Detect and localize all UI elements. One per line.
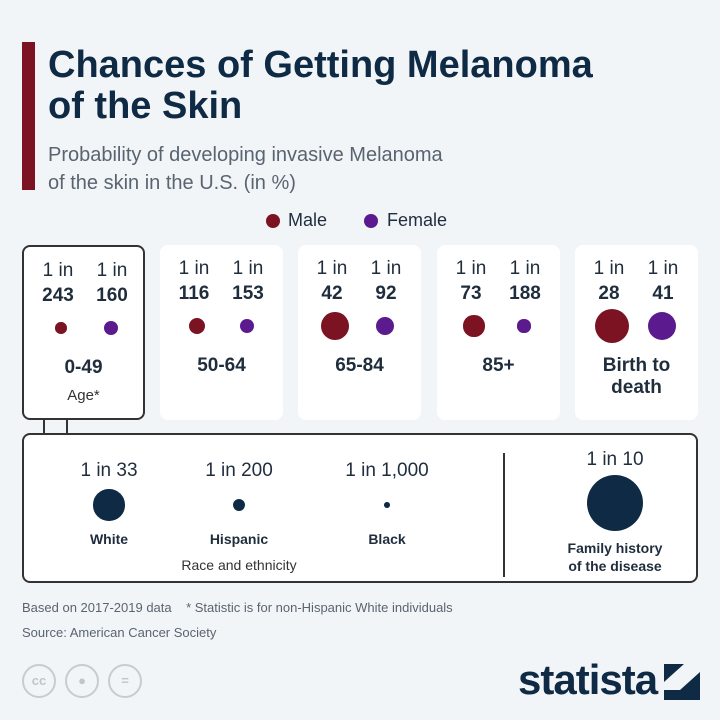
- title-line-1: Chances of Getting Melanoma: [48, 44, 593, 86]
- statista-logo: statista: [518, 656, 658, 703]
- female-value: 153: [232, 283, 264, 304]
- legend-male-dot: [266, 214, 280, 228]
- footer-note: Based on 2017-2019 data * Statistic is f…: [22, 600, 453, 615]
- race-bubble: [384, 502, 390, 508]
- attribution-icon[interactable]: ●: [65, 664, 99, 698]
- male-prefix: 1 in: [593, 258, 625, 279]
- connector-left: [43, 420, 45, 436]
- subtitle-line-1: Probability of developing invasive Melan…: [48, 144, 443, 166]
- race-value: 1 in 1,000: [345, 460, 429, 481]
- male-bubble: [321, 312, 349, 340]
- race-label: White: [89, 531, 129, 547]
- cc-icon[interactable]: cc: [22, 664, 56, 698]
- male-value: 243: [42, 285, 74, 306]
- male-prefix: 1 in: [316, 258, 348, 279]
- male-prefix: 1 in: [455, 258, 487, 279]
- age-card: 1 in 1 in 73 188 85+: [437, 245, 560, 420]
- female-value: 160: [96, 285, 128, 306]
- male-value: 28: [598, 283, 620, 304]
- footer-source: Source: American Cancer Society: [22, 625, 217, 640]
- accent-bar: [22, 42, 35, 190]
- title-line-2: of the Skin: [48, 85, 243, 127]
- female-bubble: [375, 316, 395, 336]
- connector-right: [66, 420, 68, 436]
- male-prefix: 1 in: [42, 260, 74, 281]
- race-group-label: Race and ethnicity: [181, 557, 297, 573]
- female-value: 188: [509, 283, 541, 304]
- male-bubble: [188, 317, 206, 335]
- legend-female-dot: [364, 214, 378, 228]
- age-card: 1 in 1 in 28 41 Birth to death: [575, 245, 698, 420]
- male-bubble: [463, 315, 485, 337]
- legend-female: Female: [387, 210, 448, 230]
- age-card: 1 in 1 in 243 160 0-49 Age*: [22, 245, 145, 420]
- age-card: 1 in 1 in 42 92 65-84: [298, 245, 421, 420]
- male-bubble: [55, 322, 67, 334]
- female-value: 92: [375, 283, 397, 304]
- race-bubble: [232, 498, 246, 512]
- age-label: 85+: [482, 355, 515, 376]
- family-bubble: [586, 474, 644, 532]
- family-label: Family history of the disease: [567, 540, 663, 574]
- race-value: 1 in 33: [80, 460, 138, 481]
- legend-male: Male: [288, 210, 328, 230]
- male-prefix: 1 in: [178, 258, 210, 279]
- race-label: Black: [368, 531, 406, 547]
- no-derivatives-icon[interactable]: =: [108, 664, 142, 698]
- female-prefix: 1 in: [370, 258, 402, 279]
- female-bubble: [103, 320, 119, 336]
- race-value: 1 in 200: [205, 460, 273, 481]
- age-label: 0-49: [64, 357, 103, 378]
- female-bubble: [647, 311, 677, 341]
- male-value: 73: [460, 283, 482, 304]
- female-prefix: 1 in: [647, 258, 679, 279]
- age-note: Age*: [67, 387, 100, 404]
- female-value: 41: [652, 283, 674, 304]
- male-value: 42: [321, 283, 343, 304]
- male-bubble: [594, 308, 629, 343]
- female-prefix: 1 in: [509, 258, 541, 279]
- female-prefix: 1 in: [96, 260, 128, 281]
- age-card: 1 in 1 in 116 153 50-64: [160, 245, 283, 420]
- statista-logo-icon: [664, 664, 700, 700]
- subtitle-line-2: of the skin in the U.S. (in %): [48, 172, 296, 194]
- race-bubble: [93, 489, 125, 521]
- female-bubble: [239, 318, 255, 334]
- divider: [503, 453, 505, 577]
- age-label: Birth to death: [602, 355, 671, 398]
- female-bubble: [517, 319, 531, 333]
- family-value: 1 in 10: [586, 449, 644, 470]
- age-label: 65-84: [335, 355, 384, 376]
- age-label: 50-64: [197, 355, 246, 376]
- female-prefix: 1 in: [232, 258, 264, 279]
- male-value: 116: [178, 283, 210, 304]
- race-family-panel: 1 in 33 White 1 in 200 Hispanic 1 in 1,0…: [22, 433, 698, 583]
- race-label: Hispanic: [209, 531, 269, 547]
